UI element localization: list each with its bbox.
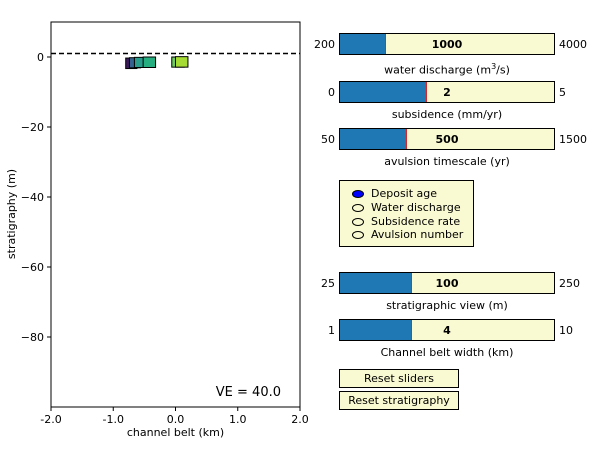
x-tick-label: 0.0: [167, 413, 185, 426]
subsidence-slider-fill: [340, 82, 426, 102]
deposit-layer: [125, 56, 189, 70]
subsidence-slider-marker: [425, 82, 427, 102]
x-tick-label: 2.0: [291, 413, 309, 426]
water-discharge-slider-fill: [340, 34, 386, 54]
channel-belt-width-slider-marker: [411, 320, 413, 340]
reset-sliders-button[interactable]: Reset sliders: [339, 369, 459, 388]
radio-option-subsidence-rate[interactable]: Subsidence rate: [352, 215, 460, 228]
water-discharge-label: water discharge (m3/s): [384, 62, 510, 77]
subsidence-slider-track[interactable]: 2: [339, 81, 555, 103]
plot-axes-frame: [50, 21, 301, 408]
avulsion-timescale-slider-marker: [406, 129, 408, 149]
y-axis-ticks: 0 −20 −40 −60 −80: [21, 51, 51, 344]
channel-deposit-rect: [142, 56, 157, 68]
water-discharge-slider-track[interactable]: 1000: [339, 33, 555, 55]
stratigraphic-view-min-label: 25: [321, 277, 335, 290]
radio-circle-icon: [352, 217, 364, 226]
y-tick-label: −20: [21, 121, 44, 134]
y-tick-label: −60: [21, 261, 44, 274]
water-discharge-slider-marker: [385, 34, 387, 54]
avulsion-timescale-max-label: 1500: [559, 133, 587, 146]
stratigraphic-view-slider-fill: [340, 273, 412, 293]
radio-option-water-discharge[interactable]: Water discharge: [352, 201, 461, 214]
stratigraphic-view-label: stratigraphic view (m): [386, 299, 508, 312]
avulsion-timescale-min-label: 50: [321, 133, 335, 146]
subsidence-max-label: 5: [559, 86, 566, 99]
x-tick-label: -2.0: [40, 413, 61, 426]
channel-belt-width-min-label: 1: [328, 324, 335, 337]
channel-deposit-rect: [175, 56, 189, 68]
x-tick-label: 1.0: [229, 413, 247, 426]
subsidence-min-label: 0: [328, 86, 335, 99]
channel-belt-width-slider-fill: [340, 320, 412, 340]
x-axis-title: channel belt (km): [127, 426, 224, 439]
water-discharge-value: 1000: [431, 37, 463, 51]
avulsion-timescale-slider-fill: [340, 129, 407, 149]
subsidence-label: subsidence (mm/yr): [391, 108, 503, 121]
avulsion-timescale-value: 500: [435, 132, 459, 146]
radio-circle-icon: [352, 189, 364, 198]
x-axis-ticks: -2.0 -1.0 0.0 1.0 2.0: [40, 407, 309, 426]
x-tick-label: -1.0: [103, 413, 124, 426]
stratigraphic-view-slider-marker: [411, 273, 413, 293]
y-tick-label: −40: [21, 191, 44, 204]
stratigraphic-view-slider-track[interactable]: 100: [339, 272, 555, 294]
radio-circle-icon: [352, 203, 364, 212]
channel-belt-width-value: 4: [443, 323, 451, 337]
water-discharge-max-label: 4000: [559, 38, 587, 51]
water-discharge-min-label: 200: [314, 38, 335, 51]
y-axis-title: stratigraphy (m): [5, 169, 18, 259]
channel-belt-width-slider-track[interactable]: 4: [339, 319, 555, 341]
channel-belt-width-max-label: 10: [559, 324, 573, 337]
avulsion-timescale-slider-track[interactable]: 500: [339, 128, 555, 150]
channel-belt-width-label: Channel belt width (km): [380, 346, 514, 359]
reset-stratigraphy-button[interactable]: Reset stratigraphy: [339, 391, 459, 410]
y-tick-label: −80: [21, 331, 44, 344]
stratigraphy-plot: -2.0 -1.0 0.0 1.0 2.0 0 −20 −40 −60 −80 VE = 40.…: [5, 21, 309, 439]
radio-circle-icon: [352, 230, 364, 239]
y-tick-label: 0: [37, 51, 44, 64]
radio-option-deposit-age[interactable]: Deposit age: [352, 187, 437, 200]
stratigraphic-view-max-label: 250: [559, 277, 580, 290]
avulsion-timescale-label: avulsion timescale (yr): [384, 155, 510, 168]
radio-option-avulsion-number[interactable]: Avulsion number: [352, 228, 463, 241]
stratigraphic-view-value: 100: [435, 276, 459, 290]
vertical-exaggeration-label: VE = 40.0: [216, 385, 281, 400]
subsidence-value: 2: [443, 85, 451, 99]
color-by-radio-group: Deposit age Water discharge Subsidence r…: [339, 180, 474, 247]
